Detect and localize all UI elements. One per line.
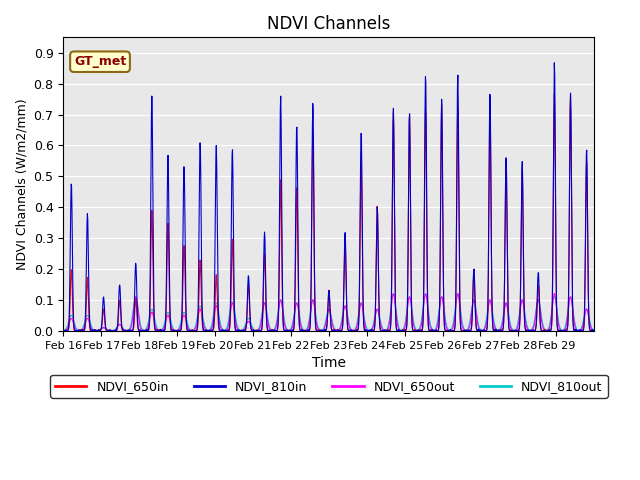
Title: NDVI Channels: NDVI Channels <box>267 15 390 33</box>
Legend: NDVI_650in, NDVI_810in, NDVI_650out, NDVI_810out: NDVI_650in, NDVI_810in, NDVI_650out, NDV… <box>50 375 607 398</box>
Y-axis label: NDVI Channels (W/m2/mm): NDVI Channels (W/m2/mm) <box>15 98 28 270</box>
X-axis label: Time: Time <box>312 356 346 370</box>
Text: GT_met: GT_met <box>74 55 126 68</box>
